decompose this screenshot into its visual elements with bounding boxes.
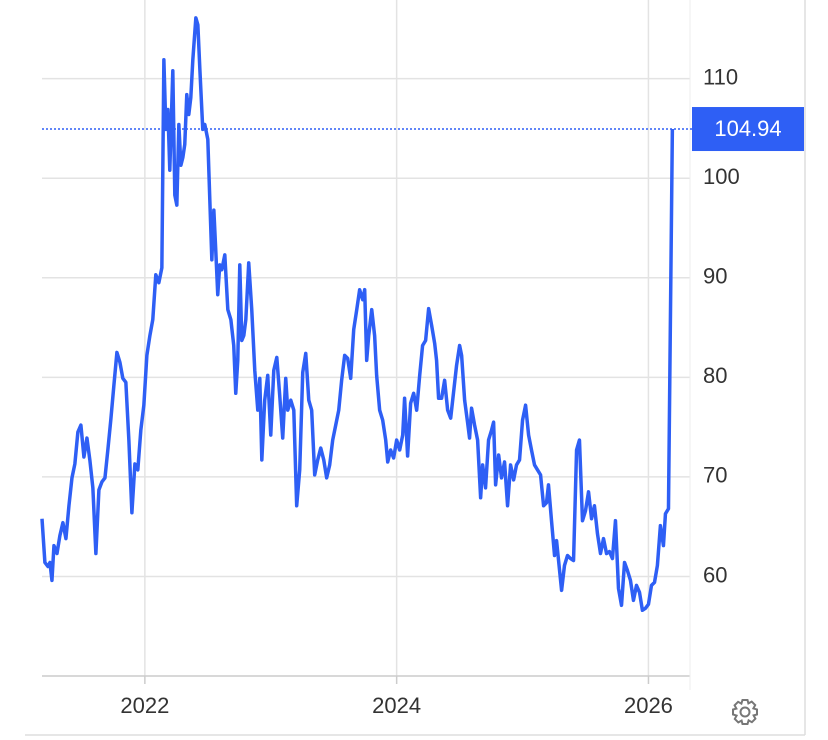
y-tick-label: 100 xyxy=(703,164,740,189)
y-tick-label: 70 xyxy=(703,463,727,488)
settings-icon xyxy=(732,699,758,725)
x-tick-label: 2024 xyxy=(372,693,421,718)
x-tick-label: 2022 xyxy=(120,693,169,718)
y-tick-label: 110 xyxy=(703,64,738,89)
y-tick-label: 90 xyxy=(703,264,727,289)
settings-icon xyxy=(739,706,751,718)
last-value-box xyxy=(692,107,804,152)
plot-layer: 60 70 80 90 100 110 2022 2024 2026 104.94 xyxy=(40,16,804,718)
x-tick-label: 2026 xyxy=(624,693,673,718)
y-tick-label: 60 xyxy=(703,562,727,587)
settings-button[interactable] xyxy=(732,699,758,725)
y-tick-label: 80 xyxy=(703,363,727,388)
last-value-label: 104.94 xyxy=(714,116,781,141)
data-line xyxy=(40,16,675,613)
